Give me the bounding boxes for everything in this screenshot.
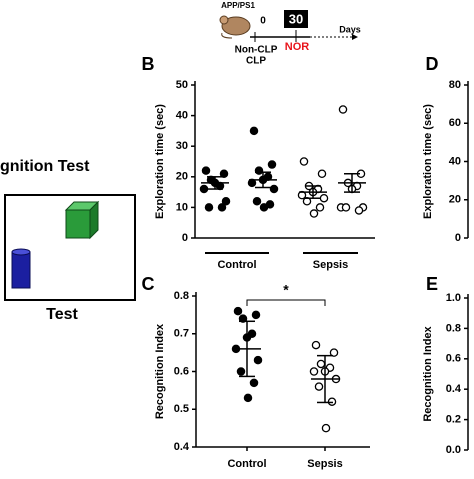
dot bbox=[354, 206, 364, 215]
dot bbox=[338, 105, 348, 114]
dot bbox=[249, 126, 259, 136]
dot bbox=[309, 209, 319, 218]
dot bbox=[316, 359, 326, 369]
dot bbox=[321, 423, 331, 433]
y-tick-label: 40 bbox=[176, 110, 188, 122]
y-tick-label: 80 bbox=[449, 79, 461, 91]
significance-bracket bbox=[246, 299, 326, 306]
timeline-arrow bbox=[352, 34, 358, 40]
mouse-tail bbox=[221, 32, 233, 39]
day30: 30 bbox=[289, 11, 303, 26]
y-tick-label: 20 bbox=[449, 194, 461, 206]
dot bbox=[217, 203, 227, 212]
dot bbox=[315, 203, 325, 212]
dot bbox=[327, 397, 337, 406]
y-tick-label: 1.0 bbox=[446, 292, 461, 304]
dot bbox=[269, 184, 279, 194]
day-box bbox=[284, 10, 308, 28]
y-axis-label: Recognition Index bbox=[422, 325, 434, 421]
dot bbox=[329, 348, 339, 357]
y-tick-label: 0.7 bbox=[174, 328, 189, 340]
dot bbox=[201, 166, 211, 175]
y-tick-label: 0 bbox=[182, 232, 188, 244]
dot bbox=[341, 203, 351, 212]
y-tick-label: 60 bbox=[449, 117, 461, 129]
y-tick-label: 0.8 bbox=[446, 322, 461, 334]
dot bbox=[253, 355, 263, 365]
y-tick-label: 40 bbox=[449, 155, 461, 167]
y-tick-label: 0 bbox=[455, 232, 461, 244]
y-tick-label: 0.4 bbox=[446, 383, 462, 395]
dot bbox=[317, 169, 327, 178]
x-tick-label: Control bbox=[227, 458, 266, 470]
y-tick-label: 0.0 bbox=[446, 444, 461, 456]
dot bbox=[243, 393, 253, 403]
group1: Non-CLP bbox=[235, 45, 278, 56]
dot bbox=[199, 184, 209, 194]
cylinder-body bbox=[11, 251, 31, 289]
cylinder-top bbox=[11, 248, 31, 256]
panel-caption: Test bbox=[46, 306, 78, 323]
cube-front bbox=[65, 209, 91, 239]
dot bbox=[238, 314, 248, 323]
dot bbox=[233, 306, 243, 316]
cube-side bbox=[89, 200, 99, 240]
dot bbox=[221, 197, 231, 206]
schematic: APP/PS1 0 30 Days Non-CLP CLP NOR bbox=[219, 1, 361, 67]
panel-label: C bbox=[142, 274, 155, 294]
dot bbox=[236, 367, 246, 376]
y-tick-label: 0.4 bbox=[174, 441, 190, 453]
mouse-icon bbox=[221, 16, 251, 36]
y-tick-label: 0.2 bbox=[446, 414, 461, 426]
dot bbox=[309, 367, 319, 376]
dot bbox=[204, 203, 214, 212]
dot bbox=[254, 166, 264, 175]
dot bbox=[319, 193, 329, 203]
dot bbox=[311, 340, 321, 350]
dot bbox=[259, 203, 269, 212]
mouse-ear bbox=[219, 15, 229, 25]
dot bbox=[267, 160, 277, 169]
dot bbox=[252, 197, 262, 206]
y-tick-label: 50 bbox=[176, 79, 188, 91]
test-label: NOR bbox=[285, 41, 310, 53]
y-axis-label: Recognition Index bbox=[154, 323, 166, 419]
y-axis-label: Exploration time (sec) bbox=[154, 104, 166, 219]
group2: CLP bbox=[246, 56, 266, 67]
panel-label: E bbox=[426, 274, 438, 294]
panel-title: gnition Test bbox=[0, 158, 90, 175]
panel-label: D bbox=[426, 54, 439, 74]
group-label: Control bbox=[217, 259, 256, 271]
y-tick-label: 30 bbox=[176, 140, 188, 152]
dot bbox=[251, 310, 261, 320]
day0: 0 bbox=[260, 16, 266, 27]
left-panel: gnition Test Test bbox=[0, 158, 136, 323]
y-tick-label: 0.6 bbox=[446, 353, 461, 365]
y-tick-label: 0.5 bbox=[174, 403, 189, 415]
dot bbox=[249, 378, 259, 388]
panel-label: B bbox=[142, 54, 155, 74]
y-tick-label: 20 bbox=[176, 171, 188, 183]
y-tick-label: 10 bbox=[176, 201, 188, 213]
dot bbox=[219, 169, 229, 178]
y-tick-label: 0.8 bbox=[174, 290, 189, 302]
y-tick-label: 0.6 bbox=[174, 365, 189, 377]
y-axis-label: Exploration time (sec) bbox=[422, 104, 434, 219]
dot bbox=[299, 157, 309, 166]
group-label: Sepsis bbox=[313, 259, 348, 271]
strain: APP/PS1 bbox=[221, 1, 255, 10]
significance-label: * bbox=[283, 282, 289, 298]
dot bbox=[314, 382, 324, 391]
day-unit: Days bbox=[339, 24, 361, 34]
x-tick-label: Sepsis bbox=[307, 458, 342, 470]
